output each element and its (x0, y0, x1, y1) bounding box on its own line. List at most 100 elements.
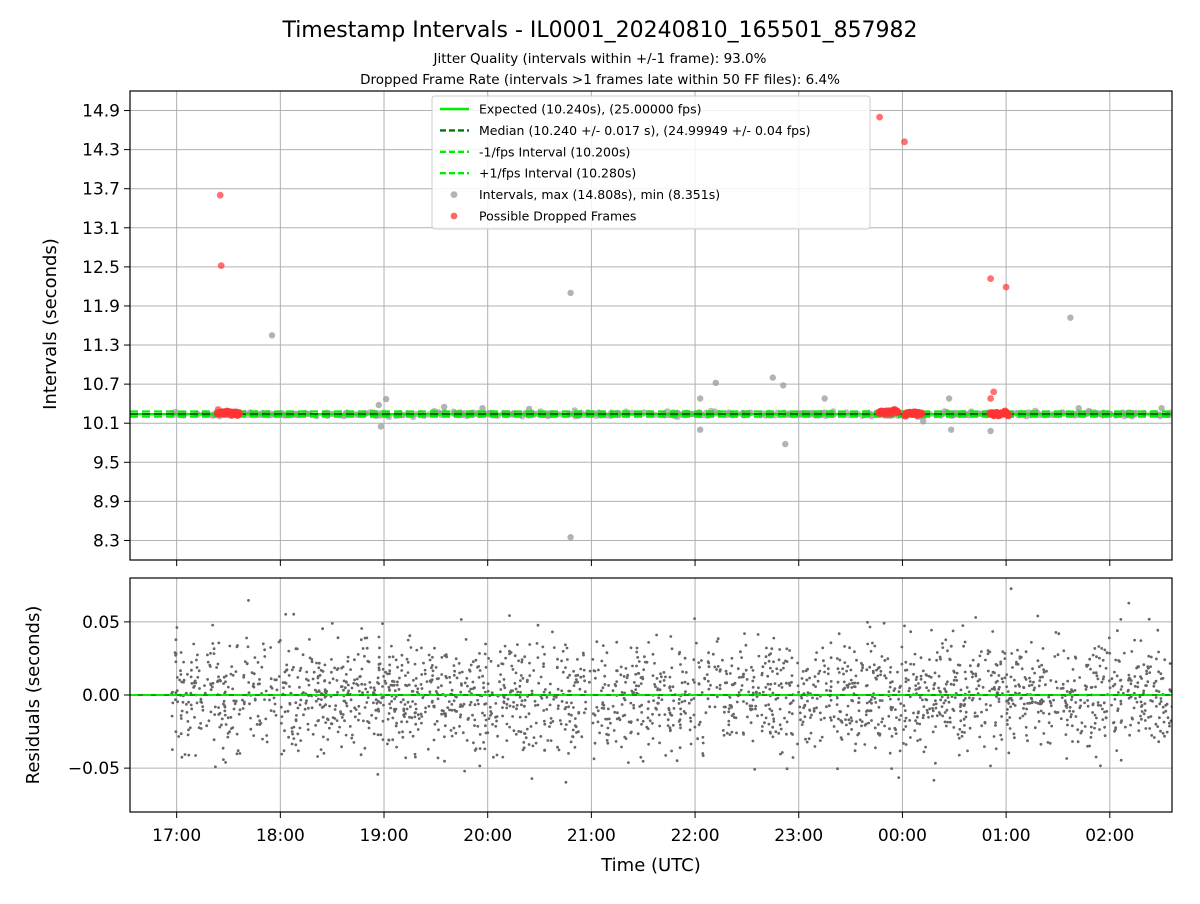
residual-point (879, 669, 883, 673)
residual-point (292, 612, 296, 616)
residual-point (778, 707, 782, 711)
residual-point (449, 729, 453, 732)
residual-point (615, 717, 619, 721)
residual-point (1091, 703, 1095, 707)
residual-point (778, 723, 782, 727)
residual-point (482, 681, 485, 685)
residual-point (549, 682, 552, 686)
residual-point (457, 662, 461, 665)
residual-point (605, 739, 609, 742)
residual-point (976, 714, 979, 718)
residual-point (921, 716, 925, 720)
residual-point (1065, 718, 1069, 722)
residual-point (469, 687, 473, 691)
top-y-axis-label: Intervals (seconds) (40, 238, 61, 410)
residual-point (1049, 704, 1053, 708)
residual-point (404, 756, 408, 760)
residual-point (997, 674, 1001, 677)
residual-point (312, 670, 316, 674)
residual-point (226, 685, 230, 689)
residual-point (802, 682, 806, 686)
residual-point (829, 641, 833, 645)
residual-point (247, 681, 251, 684)
residual-point (1143, 709, 1147, 712)
residual-point (843, 645, 846, 648)
top-y-tick-label: 11.3 (82, 336, 120, 356)
residual-point (809, 731, 813, 735)
residual-point (779, 727, 783, 731)
residual-point (1117, 691, 1120, 694)
residual-point (388, 655, 391, 659)
residual-point (600, 689, 603, 693)
residual-point (505, 702, 509, 706)
residual-point (1068, 709, 1072, 713)
residual-point (506, 697, 510, 701)
residual-point (462, 702, 466, 706)
residual-point (490, 691, 494, 695)
residual-point (236, 644, 239, 647)
residual-point (612, 729, 616, 732)
residual-point (321, 627, 324, 631)
residual-point (567, 752, 570, 755)
residual-point (228, 730, 232, 734)
residual-point (461, 731, 465, 735)
residual-point (683, 656, 687, 660)
residual-point (925, 674, 929, 677)
residual-point (698, 720, 702, 724)
residual-point (290, 668, 294, 672)
residual-point (658, 680, 662, 684)
residual-point (1095, 655, 1098, 659)
residual-point (444, 714, 447, 718)
residual-point (370, 713, 374, 717)
residual-point (252, 682, 256, 686)
residual-point (452, 673, 456, 677)
residual-point (414, 711, 417, 715)
dropped-frame-point (214, 406, 222, 413)
residual-point (788, 710, 791, 714)
residual-point (1039, 709, 1043, 713)
residual-point (343, 719, 346, 723)
residual-point (707, 651, 710, 655)
residual-point (458, 715, 462, 719)
residual-point (689, 716, 692, 720)
residual-point (222, 675, 226, 679)
residual-point (875, 668, 878, 672)
residual-point (467, 716, 470, 720)
residual-point (1032, 688, 1036, 692)
dropped-frame-point (1002, 283, 1010, 291)
residual-point (944, 690, 948, 694)
residual-point (560, 689, 564, 693)
residual-point (641, 759, 645, 763)
residual-point (666, 724, 670, 727)
residual-point (413, 752, 417, 756)
residual-point (695, 641, 698, 645)
residual-point (522, 732, 526, 735)
residual-point (1113, 682, 1117, 686)
residual-point (1111, 684, 1115, 688)
residual-point (179, 717, 183, 720)
residual-point (331, 677, 335, 681)
residual-point (865, 701, 869, 705)
residual-point (471, 680, 475, 684)
chart-title: Timestamp Intervals - IL0001_20240810_16… (281, 18, 917, 43)
residual-point (573, 724, 577, 727)
residual-point (682, 710, 686, 713)
residual-point (366, 690, 369, 694)
residual-point (948, 720, 952, 724)
residual-point (1142, 663, 1146, 667)
residual-point (528, 661, 531, 665)
residual-point (1155, 689, 1158, 693)
residual-point (838, 710, 842, 713)
residual-point (870, 701, 873, 705)
residual-point (423, 668, 427, 672)
residual-point (187, 753, 191, 757)
residual-point (770, 709, 774, 713)
residual-point (299, 666, 303, 670)
residual-point (791, 756, 795, 759)
residual-point (536, 703, 540, 707)
residual-point (568, 689, 572, 693)
top-y-tick-label: 11.9 (82, 297, 120, 317)
residual-point (283, 729, 286, 733)
residual-point (637, 660, 641, 663)
residual-point (373, 688, 377, 692)
